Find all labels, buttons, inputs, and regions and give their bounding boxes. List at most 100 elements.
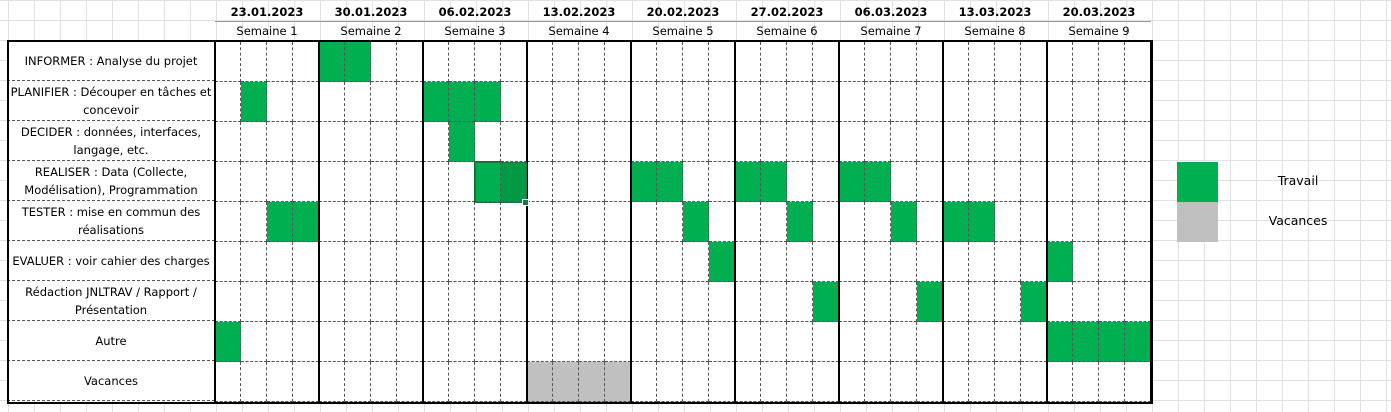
empty-cell[interactable]	[527, 242, 553, 282]
empty-cell[interactable]	[969, 282, 995, 322]
empty-cell[interactable]	[241, 322, 267, 362]
empty-cell[interactable]	[293, 322, 319, 362]
empty-cell[interactable]	[1021, 362, 1047, 402]
empty-cell[interactable]	[839, 322, 865, 362]
empty-cell[interactable]	[969, 322, 995, 362]
empty-cell[interactable]	[917, 82, 943, 122]
empty-cell[interactable]	[943, 82, 969, 122]
empty-cell[interactable]	[319, 282, 345, 322]
empty-cell[interactable]	[839, 242, 865, 282]
empty-cell[interactable]	[553, 202, 579, 242]
empty-cell[interactable]	[917, 122, 943, 162]
empty-cell[interactable]	[1073, 122, 1099, 162]
empty-cell[interactable]	[423, 322, 449, 362]
empty-cell[interactable]	[423, 122, 449, 162]
empty-cell[interactable]	[605, 282, 631, 322]
empty-cell[interactable]	[475, 242, 501, 282]
empty-cell[interactable]	[657, 362, 683, 402]
empty-cell[interactable]	[943, 362, 969, 402]
empty-cell[interactable]	[995, 362, 1021, 402]
empty-cell[interactable]	[553, 82, 579, 122]
empty-cell[interactable]	[761, 242, 787, 282]
empty-cell[interactable]	[267, 322, 293, 362]
empty-cell[interactable]	[943, 162, 969, 202]
empty-cell[interactable]	[371, 42, 397, 82]
empty-cell[interactable]	[475, 42, 501, 82]
work-cell[interactable]	[241, 82, 267, 122]
empty-cell[interactable]	[631, 82, 657, 122]
empty-cell[interactable]	[553, 42, 579, 82]
empty-cell[interactable]	[345, 122, 371, 162]
empty-cell[interactable]	[241, 42, 267, 82]
empty-cell[interactable]	[1073, 82, 1099, 122]
empty-cell[interactable]	[1099, 162, 1125, 202]
empty-cell[interactable]	[397, 242, 423, 282]
empty-cell[interactable]	[1099, 202, 1125, 242]
empty-cell[interactable]	[371, 122, 397, 162]
empty-cell[interactable]	[1047, 122, 1073, 162]
empty-cell[interactable]	[449, 162, 475, 202]
empty-cell[interactable]	[423, 162, 449, 202]
empty-cell[interactable]	[969, 122, 995, 162]
empty-cell[interactable]	[943, 122, 969, 162]
empty-cell[interactable]	[917, 202, 943, 242]
empty-cell[interactable]	[1099, 242, 1125, 282]
empty-cell[interactable]	[787, 122, 813, 162]
empty-cell[interactable]	[553, 122, 579, 162]
empty-cell[interactable]	[371, 202, 397, 242]
empty-cell[interactable]	[449, 202, 475, 242]
empty-cell[interactable]	[449, 282, 475, 322]
work-cell[interactable]	[631, 162, 657, 202]
empty-cell[interactable]	[267, 282, 293, 322]
vacation-cell[interactable]	[579, 362, 605, 402]
empty-cell[interactable]	[761, 362, 787, 402]
empty-cell[interactable]	[423, 362, 449, 402]
empty-cell[interactable]	[449, 42, 475, 82]
empty-cell[interactable]	[1125, 202, 1151, 242]
empty-cell[interactable]	[527, 282, 553, 322]
empty-cell[interactable]	[345, 162, 371, 202]
empty-cell[interactable]	[787, 282, 813, 322]
empty-cell[interactable]	[501, 362, 527, 402]
empty-cell[interactable]	[1073, 42, 1099, 82]
empty-cell[interactable]	[943, 42, 969, 82]
empty-cell[interactable]	[995, 242, 1021, 282]
work-cell[interactable]	[891, 202, 917, 242]
empty-cell[interactable]	[605, 202, 631, 242]
empty-cell[interactable]	[787, 82, 813, 122]
empty-cell[interactable]	[397, 362, 423, 402]
empty-cell[interactable]	[813, 42, 839, 82]
empty-cell[interactable]	[969, 82, 995, 122]
empty-cell[interactable]	[683, 242, 709, 282]
vacation-cell[interactable]	[553, 362, 579, 402]
empty-cell[interactable]	[553, 282, 579, 322]
empty-cell[interactable]	[1021, 242, 1047, 282]
work-cell[interactable]	[1047, 322, 1073, 362]
empty-cell[interactable]	[865, 242, 891, 282]
empty-cell[interactable]	[1125, 242, 1151, 282]
empty-cell[interactable]	[787, 362, 813, 402]
empty-cell[interactable]	[631, 202, 657, 242]
work-cell[interactable]	[813, 282, 839, 322]
work-cell[interactable]	[1099, 322, 1125, 362]
work-cell[interactable]	[1047, 242, 1073, 282]
empty-cell[interactable]	[397, 82, 423, 122]
empty-cell[interactable]	[813, 202, 839, 242]
empty-cell[interactable]	[1099, 362, 1125, 402]
empty-cell[interactable]	[709, 202, 735, 242]
empty-cell[interactable]	[657, 202, 683, 242]
empty-cell[interactable]	[501, 242, 527, 282]
work-cell[interactable]	[943, 202, 969, 242]
empty-cell[interactable]	[397, 282, 423, 322]
empty-cell[interactable]	[267, 242, 293, 282]
empty-cell[interactable]	[397, 162, 423, 202]
empty-cell[interactable]	[657, 322, 683, 362]
empty-cell[interactable]	[293, 122, 319, 162]
empty-cell[interactable]	[605, 162, 631, 202]
empty-cell[interactable]	[1047, 282, 1073, 322]
empty-cell[interactable]	[241, 202, 267, 242]
task-label[interactable]: Autre	[7, 322, 215, 361]
empty-cell[interactable]	[501, 322, 527, 362]
work-cell[interactable]	[735, 162, 761, 202]
empty-cell[interactable]	[631, 122, 657, 162]
